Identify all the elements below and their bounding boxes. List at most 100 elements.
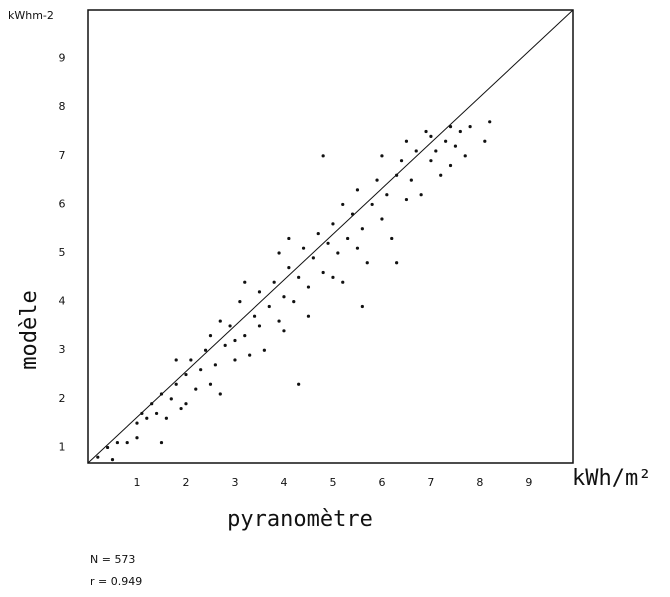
point	[238, 300, 242, 304]
x-tick-label: 9	[525, 476, 532, 489]
point	[228, 324, 232, 328]
point	[326, 241, 330, 245]
point	[316, 231, 320, 236]
y-axis-label: modèle	[17, 290, 42, 369]
point	[429, 159, 433, 163]
point	[194, 387, 198, 391]
point	[424, 129, 428, 134]
x-tick-label: 3	[231, 476, 238, 489]
y-tick-label: 5	[59, 246, 66, 259]
y-tick-label: 2	[59, 392, 66, 405]
y-tick-label: 1	[59, 440, 66, 453]
x-axis-label: pyranomètre	[227, 507, 373, 532]
x-tick-label: 6	[378, 476, 385, 489]
point	[277, 319, 281, 323]
point	[150, 402, 154, 406]
point	[218, 319, 222, 323]
point	[272, 280, 276, 284]
point	[213, 363, 217, 367]
x-tick-label: 7	[427, 476, 434, 489]
point	[321, 154, 325, 158]
point	[282, 295, 286, 299]
point	[233, 338, 237, 343]
point	[341, 280, 345, 284]
point	[125, 440, 129, 445]
point	[184, 372, 188, 377]
point	[174, 382, 178, 386]
point	[164, 416, 168, 420]
point	[360, 227, 364, 231]
annotation: N = 573	[90, 553, 135, 566]
point	[458, 129, 462, 134]
point	[243, 280, 247, 284]
y-tick-label: 7	[59, 149, 66, 162]
point	[336, 251, 340, 255]
point	[287, 236, 291, 241]
point	[159, 440, 164, 445]
y-unit: kWhm-2	[8, 9, 54, 22]
point	[448, 163, 453, 168]
point	[380, 154, 384, 158]
point	[341, 202, 345, 207]
point	[444, 139, 448, 143]
plot-frame	[87, 9, 574, 464]
point	[287, 266, 291, 270]
point	[404, 197, 409, 202]
point	[257, 324, 262, 328]
point	[115, 440, 119, 445]
point	[243, 334, 247, 338]
point	[429, 134, 433, 138]
point	[145, 416, 149, 420]
point	[223, 343, 227, 347]
point	[468, 125, 472, 129]
point	[297, 382, 301, 386]
x-tick-label: 5	[329, 476, 336, 489]
point	[203, 348, 208, 352]
point	[365, 261, 369, 265]
point	[208, 382, 213, 386]
point	[189, 358, 193, 362]
point	[395, 261, 399, 265]
point	[346, 236, 350, 241]
point	[140, 411, 144, 416]
annotation: r = 0.949	[90, 575, 142, 588]
y-tick-label: 6	[59, 197, 66, 210]
point	[380, 217, 384, 221]
point	[282, 329, 286, 333]
point	[488, 120, 492, 124]
point	[110, 457, 115, 462]
point	[375, 178, 379, 182]
point	[370, 202, 374, 207]
y-tick-label: 4	[59, 295, 66, 308]
point	[404, 139, 409, 143]
point	[463, 154, 467, 158]
point	[159, 392, 164, 396]
point	[135, 436, 139, 440]
point	[409, 178, 413, 182]
point	[252, 314, 257, 318]
point	[306, 285, 311, 289]
point	[453, 144, 458, 148]
point	[169, 397, 173, 401]
x-tick-label: 1	[133, 476, 140, 489]
point	[311, 256, 315, 260]
y-tick-label: 8	[59, 100, 66, 113]
point	[154, 411, 159, 416]
point	[297, 275, 301, 279]
point	[321, 270, 325, 275]
x-tick-label: 8	[476, 476, 483, 489]
point	[360, 304, 364, 309]
point	[399, 159, 404, 163]
point	[292, 300, 296, 304]
point	[184, 402, 188, 406]
point	[439, 173, 443, 177]
point	[96, 455, 100, 459]
point	[331, 275, 335, 279]
point	[350, 212, 355, 216]
point	[395, 173, 399, 177]
point	[331, 222, 335, 226]
point	[355, 188, 360, 192]
point	[419, 193, 423, 197]
point	[390, 236, 394, 241]
point	[199, 368, 203, 372]
